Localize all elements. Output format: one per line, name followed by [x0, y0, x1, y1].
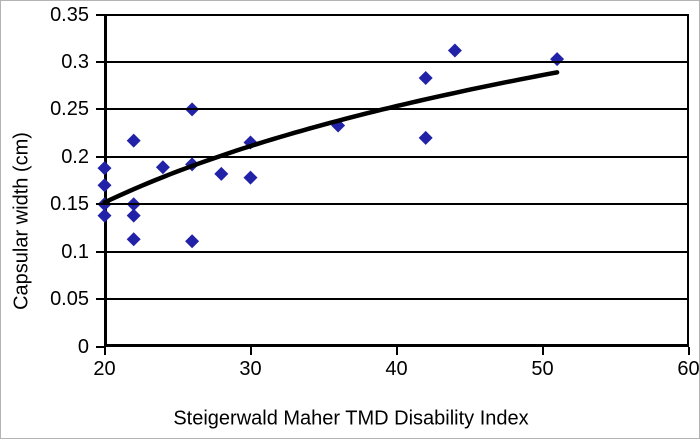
- y-tick-mark: [96, 13, 104, 16]
- y-tick-label: 0.15: [50, 193, 89, 216]
- y-tick-label: 0.1: [61, 240, 89, 263]
- y-tick-mark: [96, 345, 104, 348]
- y-tick-label: 0.35: [50, 3, 89, 26]
- x-tick-mark: [395, 346, 398, 355]
- y-tick-label: 0.25: [50, 98, 89, 121]
- y-gridline: [104, 203, 689, 206]
- x-tick-label: 60: [677, 358, 700, 380]
- y-gridline: [104, 108, 689, 111]
- y-tick-mark: [96, 155, 104, 158]
- y-gridline: [104, 298, 689, 301]
- y-gridline: [104, 250, 689, 253]
- y-tick-mark: [96, 250, 104, 253]
- x-tick-mark: [103, 346, 106, 355]
- x-tick-mark: [687, 346, 690, 355]
- x-tick-mark: [541, 346, 544, 355]
- y-tick-mark: [96, 108, 104, 111]
- y-tick-label: 0.3: [61, 50, 89, 73]
- x-tick-label: 20: [93, 358, 116, 380]
- x-tick-label: 50: [531, 358, 554, 380]
- y-tick-mark: [96, 298, 104, 301]
- x-tick-label: 30: [239, 358, 262, 380]
- y-tick-label: 0.2: [61, 145, 89, 168]
- y-tick-mark: [96, 60, 104, 63]
- y-tick-label: 0: [77, 335, 89, 358]
- y-gridline: [104, 60, 689, 63]
- x-axis-title: Steigerwald Maher TMD Disability Index: [173, 407, 529, 430]
- y-gridline: [104, 155, 689, 158]
- y-tick-label: 0.05: [50, 288, 89, 311]
- x-tick-label: 40: [385, 358, 408, 380]
- plot-area: [104, 14, 689, 347]
- x-tick-mark: [249, 346, 252, 355]
- y-tick-mark: [96, 203, 104, 206]
